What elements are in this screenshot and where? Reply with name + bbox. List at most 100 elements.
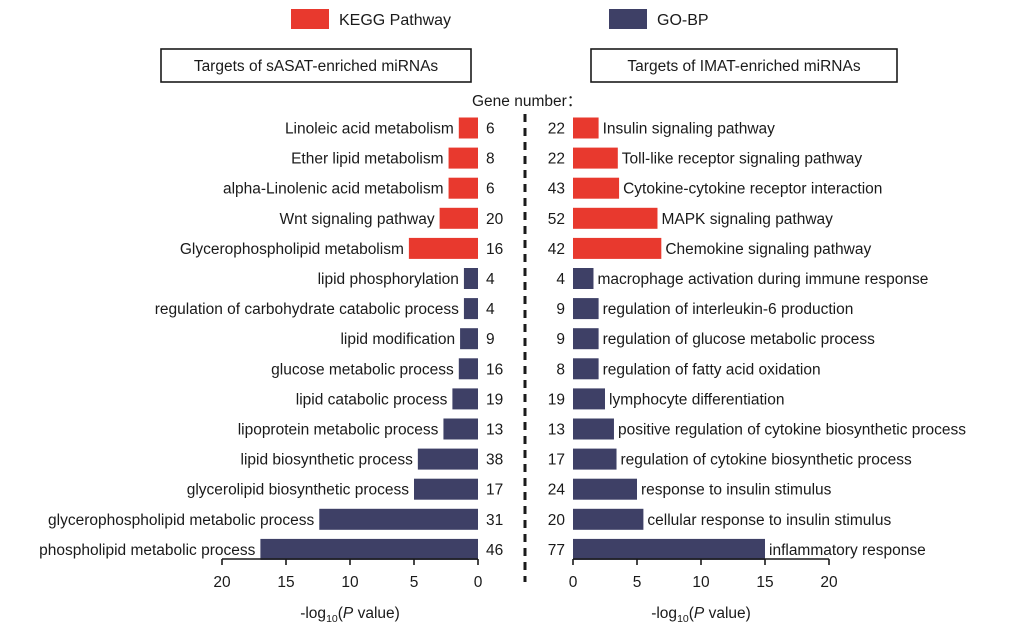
left-tick-label-0: 0 [474, 574, 483, 591]
left-label-lipid-catabolic-process: lipid catabolic process [296, 391, 448, 408]
left-label-glycerolipid-biosynthetic-process: glycerolipid biosynthetic process [187, 482, 410, 499]
left-label-wnt-signaling-pathway: Wnt signaling pathway [280, 211, 435, 228]
right-gene-count-macrophage-activation-during-immune-response: 4 [556, 271, 565, 288]
right-panel: Insulin signaling pathway 22 Toll-like rec… [548, 117, 966, 625]
left-bar-glucose-metabolic-process [458, 358, 478, 380]
right-gene-count-regulation-of-fatty-acid-oxidation: 8 [556, 361, 565, 378]
left-label-lipoprotein-metabolic-process: lipoprotein metabolic process [238, 422, 439, 439]
right-bar-regulation-of-cytokine-biosynthetic-process [573, 448, 617, 470]
right-x-axis-title-open: ( [689, 605, 695, 622]
left-bar-regulation-of-carbohydrate-catabolic-process [463, 298, 478, 320]
right-bar-regulation-of-interleukin-6-production [573, 298, 599, 320]
right-bar-cytokine-cytokine-receptor-interaction [573, 177, 620, 199]
left-gene-count-ether-lipid-metabolism: 8 [486, 151, 495, 168]
left-label-ether-lipid-metabolism: Ether lipid metabolism [291, 151, 443, 168]
left-gene-count-alpha-linolenic-acid-metabolism: 6 [486, 181, 495, 198]
left-label-lipid-modification: lipid modification [340, 331, 455, 348]
right-tick-label-10: 10 [692, 574, 710, 591]
legend-swatch-go-bp [609, 9, 647, 29]
left-gene-count-lipid-catabolic-process: 19 [486, 391, 503, 408]
right-gene-count-toll-like-receptor-signaling-pathway: 22 [548, 151, 565, 168]
right-bar-regulation-of-glucose-metabolic-process [573, 328, 599, 350]
legend: KEGG Pathway GO-BP [291, 9, 709, 29]
panel-title-right: Targets of IMAT-enriched miRNAs [627, 58, 860, 75]
right-tick-label-20: 20 [820, 574, 838, 591]
left-bar-lipoprotein-metabolic-process [443, 418, 478, 440]
right-tick-label-5: 5 [633, 574, 642, 591]
left-label-glycerophospholipid-metabolism: Glycerophospholipid metabolism [180, 241, 404, 258]
left-gene-count-lipoprotein-metabolic-process: 13 [486, 422, 503, 439]
left-gene-count-regulation-of-carbohydrate-catabolic-process: 4 [486, 301, 495, 318]
left-x-axis-title-subscript: 10 [326, 613, 338, 625]
right-x-axis-title-suffix: value) [704, 605, 751, 622]
right-bar-cellular-response-to-insulin-stimulus [573, 508, 644, 530]
right-bar-macrophage-activation-during-immune-response [573, 268, 594, 289]
right-bar-insulin-signaling-pathway [573, 117, 599, 139]
left-bar-lipid-modification [460, 328, 478, 350]
left-label-regulation-of-carbohydrate-catabolic-process: regulation of carbohydrate catabolic pro… [155, 301, 459, 318]
left-gene-count-glycerophospholipid-metabolism: 16 [486, 241, 503, 258]
right-x-axis-title: -log10(P value) [651, 605, 751, 625]
right-label-response-to-insulin-stimulus: response to insulin stimulus [641, 482, 832, 499]
left-label-glycerophospholipid-metabolic-process: glycerophospholipid metabolic process [48, 512, 314, 529]
right-gene-count-regulation-of-interleukin-6-production: 9 [556, 301, 565, 318]
left-bar-lipid-phosphorylation [463, 268, 478, 289]
right-bar-response-to-insulin-stimulus [573, 478, 637, 500]
left-bar-glycerolipid-biosynthetic-process [414, 478, 478, 500]
left-label-linoleic-acid-metabolism: Linoleic acid metabolism [285, 121, 454, 138]
left-bar-wnt-signaling-pathway [439, 207, 478, 229]
right-bar-chemokine-signaling-pathway [573, 237, 662, 259]
left-bar-lipid-catabolic-process [452, 388, 478, 410]
right-bar-regulation-of-fatty-acid-oxidation [573, 358, 599, 380]
gene-number-header: Gene number： [472, 93, 582, 110]
panel-title-box-right [590, 48, 898, 83]
left-tick-label-10: 10 [341, 574, 359, 591]
left-gene-count-glycerophospholipid-metabolic-process: 31 [486, 512, 503, 529]
right-label-inflammatory-response: inflammatory response [769, 542, 926, 559]
right-label-lymphocyte-differentiation: lymphocyte differentiation [609, 391, 784, 408]
right-gene-count-positive-regulation-of-cytokine-biosynthetic-process: 13 [548, 422, 565, 439]
left-gene-count-wnt-signaling-pathway: 20 [486, 211, 504, 228]
left-bar-lipid-biosynthetic-process [417, 448, 478, 470]
right-tick-label-15: 15 [756, 574, 773, 591]
right-gene-count-regulation-of-glucose-metabolic-process: 9 [556, 331, 565, 348]
left-bar-linoleic-acid-metabolism [458, 117, 478, 139]
right-x-axis-title-prefix: -log [651, 605, 677, 622]
left-x-axis-title-open: ( [338, 605, 344, 622]
left-label-lipid-phosphorylation: lipid phosphorylation [318, 271, 459, 288]
right-label-regulation-of-glucose-metabolic-process: regulation of glucose metabolic process [603, 331, 876, 348]
left-bar-glycerophospholipid-metabolic-process [319, 508, 478, 530]
left-gene-count-glucose-metabolic-process: 16 [486, 361, 503, 378]
left-bar-alpha-linolenic-acid-metabolism [448, 177, 478, 199]
legend-swatch-kegg-pathway [291, 9, 329, 29]
right-label-positive-regulation-of-cytokine-biosynthetic-process: positive regulation of cytokine biosynth… [618, 422, 966, 439]
left-label-phospholipid-metabolic-process: phospholipid metabolic process [39, 542, 256, 559]
left-gene-count-phospholipid-metabolic-process: 46 [486, 542, 503, 559]
right-gene-count-cellular-response-to-insulin-stimulus: 20 [548, 512, 566, 529]
right-gene-count-lymphocyte-differentiation: 19 [548, 391, 565, 408]
right-bar-toll-like-receptor-signaling-pathway [573, 147, 618, 169]
right-gene-count-cytokine-cytokine-receptor-interaction: 43 [548, 181, 565, 198]
left-tick-label-5: 5 [410, 574, 419, 591]
right-x-axis-title-italic: P [694, 605, 705, 622]
left-panel: Linoleic acid metabolism 6 Ether lipid met… [39, 117, 504, 625]
left-bar-ether-lipid-metabolism [448, 147, 478, 169]
right-bar-inflammatory-response [573, 538, 765, 560]
right-gene-count-mapk-signaling-pathway: 52 [548, 211, 565, 228]
right-label-chemokine-signaling-pathway: Chemokine signaling pathway [665, 241, 871, 258]
right-bar-lymphocyte-differentiation [573, 388, 605, 410]
left-gene-count-linoleic-acid-metabolism: 6 [486, 121, 495, 138]
right-label-toll-like-receptor-signaling-pathway: Toll-like receptor signaling pathway [622, 151, 863, 168]
right-gene-count-chemokine-signaling-pathway: 42 [548, 241, 565, 258]
left-gene-count-lipid-modification: 9 [486, 331, 495, 348]
left-gene-count-lipid-phosphorylation: 4 [486, 271, 495, 288]
left-x-axis-title-italic: P [343, 605, 354, 622]
left-label-glucose-metabolic-process: glucose metabolic process [271, 361, 454, 378]
legend-label-kegg-pathway: KEGG Pathway [339, 12, 451, 29]
right-x-axis-title-subscript: 10 [677, 613, 689, 625]
right-label-insulin-signaling-pathway: Insulin signaling pathway [603, 121, 776, 138]
right-label-cytokine-cytokine-receptor-interaction: Cytokine-cytokine receptor interaction [623, 181, 882, 198]
left-x-axis-title: -log10(P value) [300, 605, 400, 625]
right-bar-positive-regulation-of-cytokine-biosynthetic-process [573, 418, 614, 440]
